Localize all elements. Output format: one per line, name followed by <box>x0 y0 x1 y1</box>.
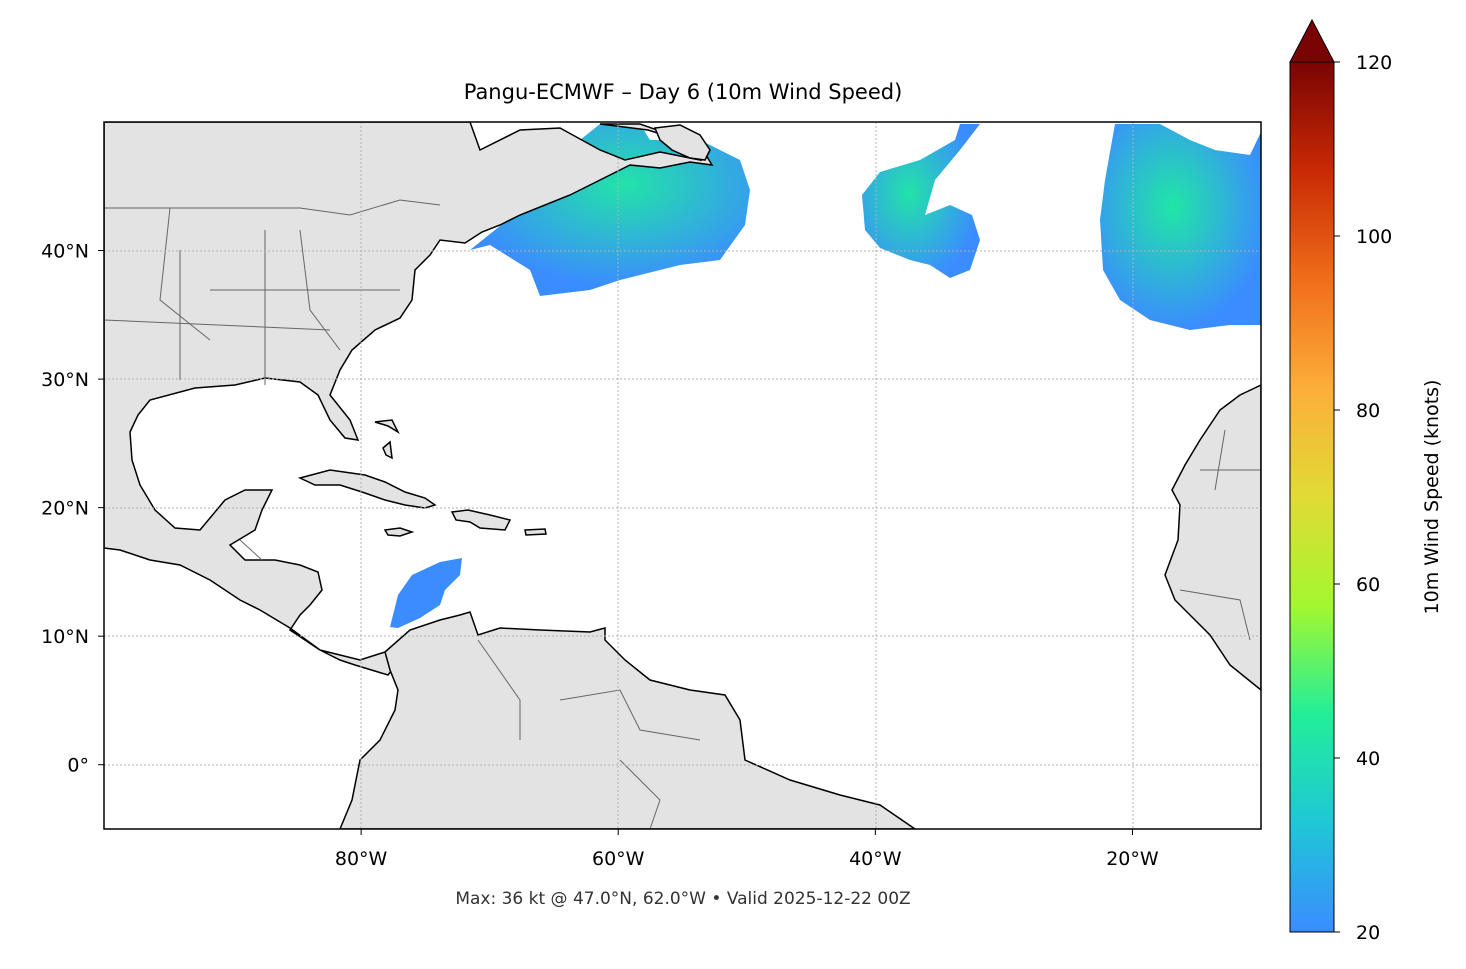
wind-patch-caribbean <box>390 558 462 628</box>
lon-tick-label: 80°W <box>335 848 388 870</box>
lat-tick-label: 20°N <box>41 498 89 520</box>
land-cuba <box>297 469 437 509</box>
lon-tick-label: 40°W <box>849 848 902 870</box>
colorbar-label: 10m Wind Speed (knots) <box>1421 380 1443 615</box>
lat-tick-label: 40°N <box>41 241 89 263</box>
lon-tick-label: 60°W <box>592 848 645 870</box>
colorbar: 20 40 60 80 100 120 10m Wind Speed (knots) <box>1289 18 1443 944</box>
political-borders <box>104 199 1261 829</box>
colorbar-tick-label: 100 <box>1356 226 1392 248</box>
land-hispaniola <box>450 509 512 531</box>
map-frame <box>103 121 1262 830</box>
wind-speed-field <box>230 124 1261 628</box>
gridlines <box>104 122 1261 829</box>
lon-tick-label: 20°W <box>1106 848 1159 870</box>
land-africa <box>1164 384 1261 691</box>
wind-patch-central-atlantic <box>862 124 980 278</box>
land-puerto-rico <box>524 528 547 536</box>
map-area <box>104 122 1261 829</box>
land-jamaica <box>383 527 415 537</box>
land-south-america <box>339 611 917 829</box>
land-bahamas <box>374 419 400 460</box>
colorbar-ticks: 20 40 60 80 100 120 <box>1334 52 1392 944</box>
map-footer: Max: 36 kt @ 47.0°N, 62.0°W • Valid 2025… <box>455 889 910 909</box>
wind-patch-northeast-us <box>470 124 750 296</box>
colorbar-tick-label: 20 <box>1356 922 1380 944</box>
colorbar-bar <box>1289 61 1335 933</box>
wind-patch-east-atlantic <box>1100 124 1261 330</box>
land-newfoundland <box>653 124 711 161</box>
lat-tick-label: 10°N <box>41 626 89 648</box>
colorbar-tick-label: 120 <box>1356 52 1392 74</box>
colorbar-tick-label: 80 <box>1356 400 1380 422</box>
map-title: Pangu-ECMWF – Day 6 (10m Wind Speed) <box>464 80 903 104</box>
lat-tick-label: 30°N <box>41 369 89 391</box>
longitude-tick-labels: 80°W 60°W 40°W 20°W <box>335 829 1159 870</box>
colorbar-tick-label: 60 <box>1356 574 1380 596</box>
latitude-tick-labels: 40°N 30°N 20°N 10°N 0° <box>41 241 104 777</box>
lat-tick-label: 0° <box>67 755 89 777</box>
colorbar-extend-max-arrow <box>1289 18 1335 63</box>
colorbar-tick-label: 40 <box>1356 748 1380 770</box>
